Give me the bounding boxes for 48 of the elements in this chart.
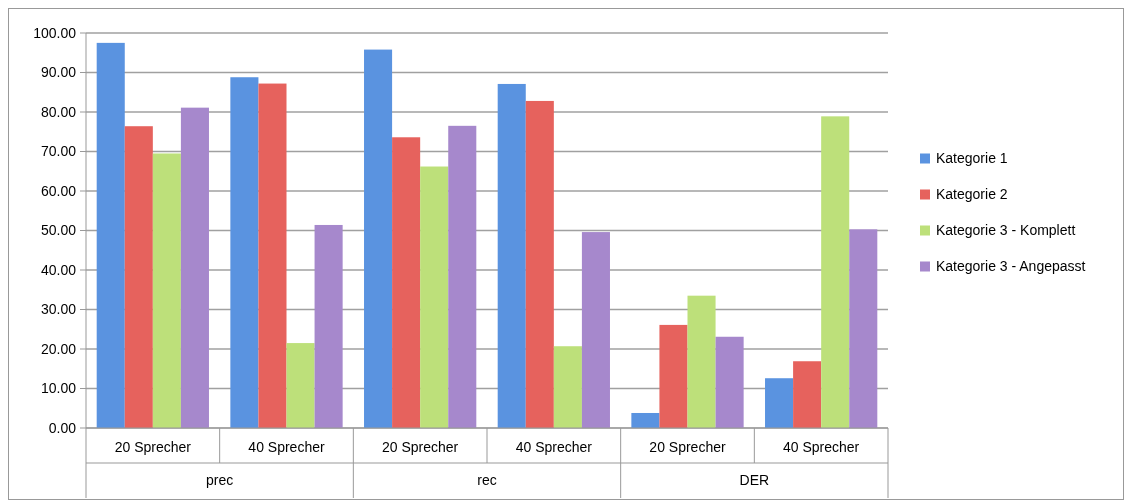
y-tick-label: 20.00	[40, 340, 77, 357]
x-tick-label: 20 Sprecher	[114, 439, 192, 455]
x-tick-label: 40 Sprecher	[783, 439, 860, 455]
bar	[687, 295, 716, 428]
x-tick-label: 20 Sprecher	[382, 439, 459, 455]
bar	[715, 336, 744, 428]
x-tick-label: 40 Sprecher	[515, 439, 593, 455]
y-tick-label: 100.00	[33, 24, 77, 41]
legend-label: Kategorie 2	[936, 186, 1008, 203]
legend-label: Kategorie 3 - Angepasst	[936, 258, 1086, 275]
bar	[497, 83, 526, 428]
y-tick-label: 70.00	[40, 143, 77, 160]
bar	[420, 166, 449, 428]
legend-label: Kategorie 1	[936, 150, 1008, 167]
bar	[180, 107, 209, 428]
bar	[448, 125, 477, 428]
bar	[581, 232, 610, 428]
y-tick-label: 50.00	[40, 222, 77, 239]
bar	[286, 343, 315, 428]
bar	[364, 49, 393, 428]
bar	[124, 126, 153, 428]
bar	[96, 42, 125, 428]
bar	[631, 412, 660, 428]
y-tick-label: 60.00	[40, 182, 77, 199]
bar	[821, 116, 850, 428]
bar	[525, 100, 554, 428]
text: DER	[739, 472, 770, 488]
x-tick-label: 20 Sprecher	[649, 439, 726, 455]
bar	[849, 229, 878, 428]
legend-label: Kategorie 3 - Komplett	[936, 222, 1076, 239]
y-tick-label: 10.00	[40, 380, 77, 397]
bar	[659, 324, 688, 428]
bar	[765, 378, 794, 428]
bar	[392, 137, 421, 428]
text: prec	[206, 472, 234, 488]
y-tick-label: 90.00	[40, 64, 77, 81]
y-tick-label: 80.00	[40, 103, 77, 120]
y-tick-label: 30.00	[40, 301, 77, 318]
text: rec	[477, 472, 497, 488]
bar	[152, 153, 181, 428]
x-tick-label: 40 Sprecher	[248, 439, 325, 455]
bar	[230, 77, 259, 428]
bar	[258, 83, 287, 428]
y-tick-label: 0.00	[48, 419, 77, 436]
bar	[314, 224, 343, 428]
bar	[793, 361, 822, 428]
bar	[553, 346, 582, 428]
y-tick-label: 40.00	[40, 261, 77, 278]
